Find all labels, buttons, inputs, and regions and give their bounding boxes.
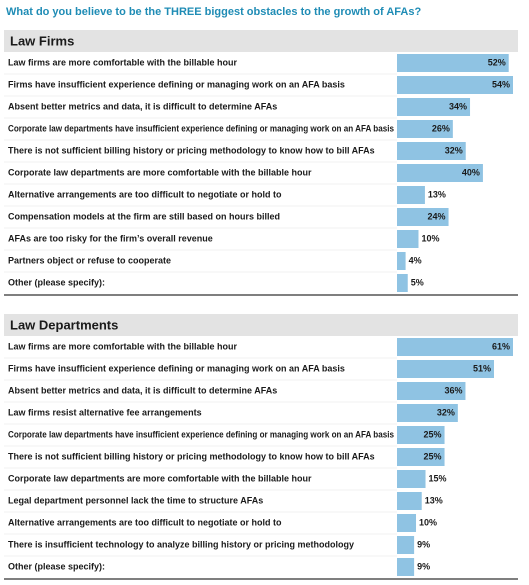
category-label: Corporate law departments are more comfo… [8,167,312,177]
bar [397,252,406,270]
bar [397,120,453,138]
category-label: Corporate law departments have insuffici… [8,123,394,133]
value-label: 32% [437,407,455,417]
panel-header [4,314,518,336]
bar [397,76,513,94]
value-label: 26% [432,123,450,133]
value-label: 61% [492,341,510,351]
bar [397,274,408,292]
value-label: 10% [419,517,437,527]
category-label: Firms have insufficient experience defin… [8,79,345,89]
panel-header [4,30,518,52]
category-label: There is not sufficient billing history … [8,145,375,155]
bar [397,98,471,116]
value-label: 34% [449,101,467,111]
bar [397,164,483,182]
bar [397,338,513,356]
category-label: Alternative arrangements are too difficu… [8,517,282,527]
value-label: 10% [421,233,439,243]
value-label: 52% [488,57,506,67]
category-label: Absent better metrics and data, it is di… [8,385,277,395]
bar [397,536,415,554]
bar [397,54,509,72]
bar [397,558,415,576]
value-label: 51% [473,363,491,373]
category-label: Law firms are more comfortable with the … [8,57,238,67]
value-label: 36% [444,385,462,395]
bar [397,448,445,466]
value-label: 15% [429,473,447,483]
category-label: Corporate law departments are more comfo… [8,473,312,483]
category-label: Partners object or refuse to cooperate [8,255,171,265]
bar [397,382,466,400]
value-label: 13% [428,189,446,199]
value-label: 4% [409,255,422,265]
value-label: 25% [424,429,442,439]
category-label: Other (please specify): [8,277,105,287]
bar [397,142,466,160]
value-label: 13% [425,495,443,505]
bar [397,470,426,488]
category-label: Firms have insufficient experience defin… [8,363,345,373]
category-label: Law firms are more comfortable with the … [8,341,238,351]
value-label: 32% [445,145,463,155]
bar [397,186,425,204]
value-label: 9% [417,561,430,571]
category-label: Other (please specify): [8,561,105,571]
category-label: Compensation models at the firm are stil… [8,211,280,221]
category-label: Corporate law departments have insuffici… [8,429,394,439]
category-label: Law firms resist alternative fee arrange… [8,407,202,417]
value-label: 24% [428,211,446,221]
bar [397,208,449,226]
category-label: Legal department personnel lack the time… [8,495,263,505]
value-label: 5% [411,277,424,287]
bar [397,514,417,532]
value-label: 25% [424,451,442,461]
panel-title: Law Departments [10,317,118,332]
value-label: 54% [492,79,510,89]
value-label: 9% [417,539,430,549]
bar [397,492,422,510]
bar [397,230,419,248]
category-label: Alternative arrangements are too difficu… [8,189,282,199]
category-label: There is insufficient technology to anal… [8,539,354,549]
chart-title: What do you believe to be the THREE bigg… [6,6,421,18]
category-label: There is not sufficient billing history … [8,451,375,461]
panel-title: Law Firms [10,33,74,48]
category-label: AFAs are too risky for the firm’s overal… [8,233,213,243]
bar [397,426,445,444]
value-label: 40% [462,167,480,177]
category-label: Absent better metrics and data, it is di… [8,101,277,111]
bar [397,360,494,378]
bar [397,404,458,422]
